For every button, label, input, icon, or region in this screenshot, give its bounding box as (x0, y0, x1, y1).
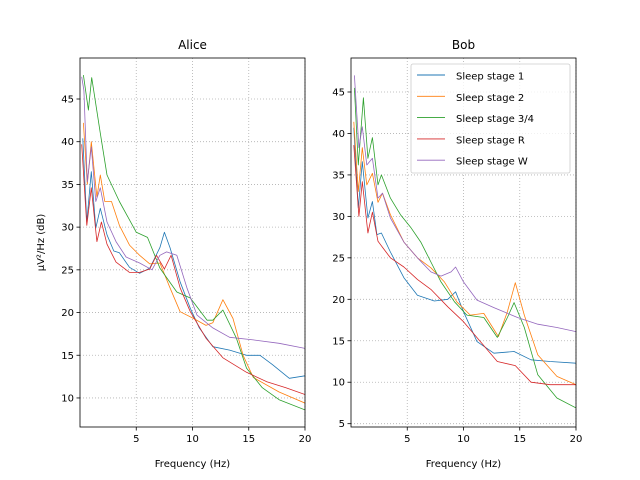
x-tick-label: 5 (404, 434, 410, 445)
y-tick-label: 30 (332, 212, 345, 223)
x-tick-label: 10 (186, 434, 199, 445)
series-line-sleep-stage-w (81, 76, 305, 349)
y-tick-label: 15 (332, 336, 345, 347)
series-line-sleep-stage-1 (82, 138, 305, 379)
axes-bob: 5 10 15 20 5 10 15 20 25 30 35 40 45 Bob Frequency (Hz… (332, 38, 582, 470)
chart-title: Bob (452, 38, 475, 52)
legend-label: Sleep stage 2 (456, 93, 524, 104)
y-tick-label: 45 (332, 87, 345, 98)
y-tick-label: 35 (61, 180, 74, 191)
y-tick-label: 30 (61, 223, 74, 234)
y-tick-label: 25 (332, 253, 345, 264)
series-line-sleep-stage-r (353, 145, 576, 386)
y-tick-label: 15 (61, 351, 74, 362)
x-tick-label: 15 (513, 434, 526, 445)
y-axis-label: µV²/Hz (dB) (36, 214, 47, 272)
x-tick-label: 20 (299, 434, 312, 445)
y-tick-label: 35 (332, 170, 345, 181)
y-tick-label: 20 (332, 295, 345, 306)
legend: Sleep stage 1 Sleep stage 2 Sleep stage 3/… (410, 63, 571, 174)
x-tick-label: 20 (570, 434, 583, 445)
chart-title: Alice (178, 38, 207, 52)
axes-frame (350, 57, 577, 428)
series-line-sleep-stage-w (354, 75, 576, 332)
x-tick-label: 15 (242, 434, 255, 445)
y-tick-label: 40 (61, 137, 74, 148)
y-tick-label: 5 (339, 419, 345, 430)
x-tick-label: 5 (133, 434, 139, 445)
y-tick-label: 10 (332, 378, 345, 389)
legend-label: Sleep stage 1 (456, 72, 524, 83)
series-line-sleep-stage-r (81, 144, 305, 395)
axes-alice: 5 10 15 20 10 15 20 25 30 35 40 45 Alice Frequency (H… (36, 38, 311, 470)
y-tick-label: 25 (61, 265, 74, 276)
series-line-sleep-stage-3-4 (83, 75, 305, 411)
legend-label: Sleep stage 3/4 (456, 114, 534, 125)
legend-label: Sleep stage R (456, 135, 525, 146)
axes-frame (79, 57, 306, 428)
series-line-sleep-stage-2 (83, 122, 305, 404)
legend-label: Sleep stage W (456, 157, 528, 168)
y-tick-label: 10 (61, 393, 74, 404)
y-tick-label: 45 (61, 95, 74, 106)
x-tick-label: 10 (457, 434, 470, 445)
y-tick-label: 40 (332, 129, 345, 140)
series-line-sleep-stage-3-4 (354, 87, 576, 409)
x-axis-label: Frequency (Hz) (426, 459, 502, 470)
legend-box (410, 63, 571, 174)
y-tick-label: 20 (61, 308, 74, 319)
x-axis-label: Frequency (Hz) (155, 459, 231, 470)
series-line-sleep-stage-1 (353, 127, 576, 364)
